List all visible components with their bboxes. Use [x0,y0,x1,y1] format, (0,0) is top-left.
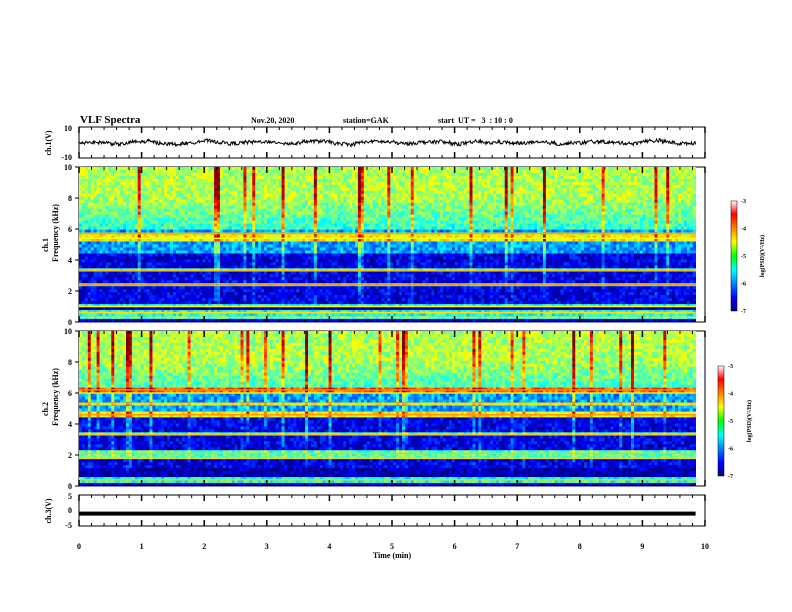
ch2-spectrogram-panel: 0 2 4 6 8 10 ch.2 Frequency (kHz) [41,327,706,491]
ch1-waveform-panel: 10 -10 ch.1(V) [44,124,706,162]
ch3-waveform-line [79,511,696,516]
ch3-trace [79,511,696,516]
ch3-ytick-mid: 0 [68,506,72,515]
colorbar-tick-label: -5 [741,254,746,260]
colorbar-tick-label: -4 [728,392,733,398]
colorbar-tick-label: -7 [728,474,733,480]
x-tick-label: 8 [578,542,582,551]
figure-date: Nov.20, 2020 [251,116,294,125]
frequency-tick-label: 4 [68,420,72,429]
colorbar-tick-label: -7 [741,309,746,315]
figure-station: station=GAK [343,116,390,125]
figure-title: VLF Spectra [80,114,141,126]
ch2-colorbar-label: log(PSD)(V²/Hz) [746,400,753,442]
frequency-tick-label: 0 [68,318,72,327]
ch3-waveform-panel: 5 0 -5 ch.3(V) [44,492,706,530]
colorbar-tick-label: -3 [728,364,733,370]
frequency-tick-label: 6 [68,389,72,398]
x-axis-label: Time (min) [373,551,412,560]
frequency-tick-label: 0 [68,482,72,491]
colorbar-tick-label: -3 [741,199,746,205]
ch1-trace [78,137,697,149]
x-tick-label: 9 [640,542,644,551]
frequency-tick-label: 8 [68,194,72,203]
ch1-colorbar: -3 -4 -5 -6 -7 log(PSD)(V²/Hz) [730,199,766,315]
ch2-colorbar: -3 -4 -5 -6 -7 log(PSD)(V²/Hz) [717,364,753,480]
x-tick-label: 10 [701,542,709,551]
x-tick-label: 4 [327,542,331,551]
ch2-spec-ylabel-frequency: Frequency (kHz) [51,368,60,426]
ch1-spectrogram-panel: 0 2 4 6 8 10 ch.1 Frequency (kHz) [41,163,706,327]
ch1-waveform-line [78,137,697,149]
x-tick-label: 2 [202,542,206,551]
frequency-tick-label: 6 [68,225,72,234]
frequency-tick-label: 4 [68,256,72,265]
frequency-tick-label: 10 [64,163,72,172]
frequency-tick-label: 2 [68,451,72,460]
frequency-tick-label: 2 [68,287,72,296]
ch3-ytick-top: 5 [68,492,72,501]
x-tick-label: 7 [515,542,519,551]
ch1-ytick-top: 10 [64,124,72,133]
x-tick-label: 5 [390,542,394,551]
ch1-ylabel: ch.1(V) [44,130,53,155]
x-tick-label: 1 [140,542,144,551]
colorbar-tick-label: -6 [741,282,746,288]
ch1-colorbar-label: log(PSD)(V²/Hz) [759,235,766,277]
ch3-ylabel: ch.3(V) [44,498,53,523]
frequency-tick-label: 10 [64,327,72,336]
x-tick-label: 0 [77,542,81,551]
ch1-spectrogram-image [79,167,697,323]
colorbar-tick-label: -6 [728,447,733,453]
ch3-ytick-bottom: -5 [65,521,72,530]
colorbar-tick-label: -5 [728,419,733,425]
x-tick-label: 3 [265,542,269,551]
ch1-spec-ylabel-frequency: Frequency (kHz) [51,204,60,262]
frequency-tick-label: 8 [68,358,72,367]
colorbar-tick-label: -4 [741,227,746,233]
ch1-ytick-bottom: -10 [61,153,72,162]
x-tick-label: 6 [453,542,457,551]
ch2-spec-ylabel-channel: ch.2 [41,402,50,416]
ch2-spectrogram-image [79,331,697,487]
ch1-spec-ylabel-channel: ch.1 [41,238,50,252]
figure-start-time: start UT = 3 : 10 : 0 [438,116,513,125]
